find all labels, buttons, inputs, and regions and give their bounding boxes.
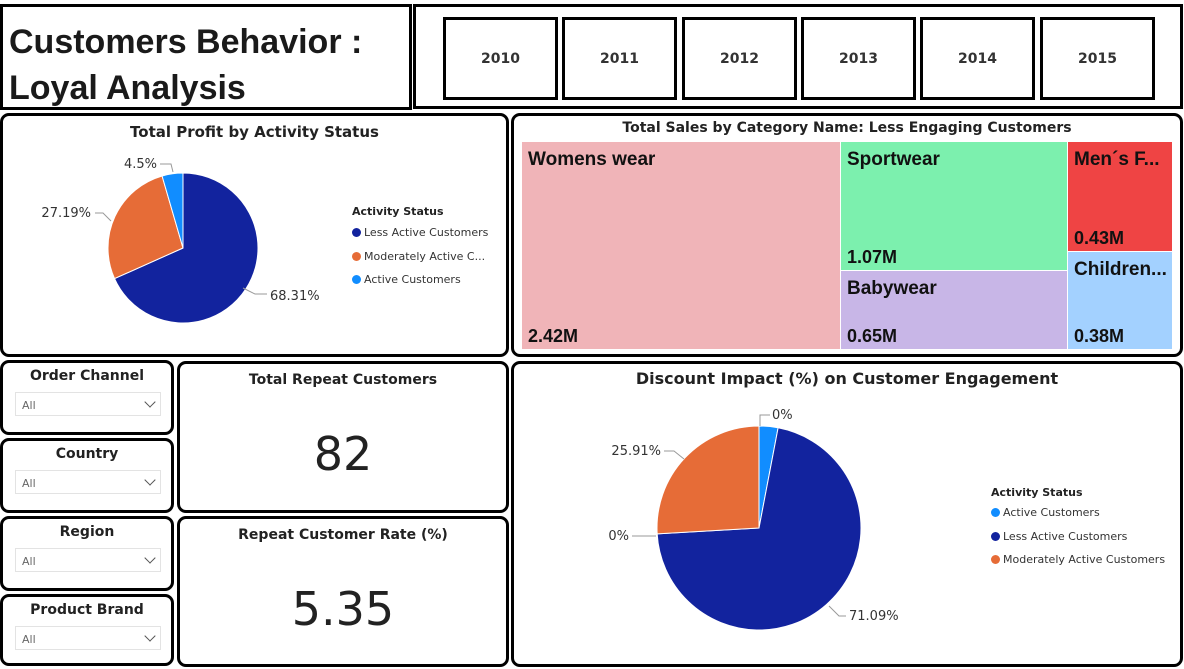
region-slicer: Region All [0,516,174,591]
product-brand-slicer: Product Brand All [0,594,174,666]
pie-slice-active-customers[interactable] [161,172,184,249]
profit-chart-card: Total Profit by Activity Status 68.31% 27… [0,113,509,357]
profit-pie-chart: 68.31% 27.19% 4.5% [41,157,320,324]
year-slicer: 2010 2011 2012 2013 2014 2015 [413,4,1183,109]
legend-dot-icon [352,228,361,237]
profit-legend-item-less-active[interactable]: Less Active Customers [352,226,488,239]
legend-dot-icon [991,532,1000,541]
discount-pie-chart: 0% 71.09% 25.91% 0% [608,408,899,631]
discount-legend-item-less-active[interactable]: Less Active Customers [991,530,1127,543]
pie-leader-line [828,605,846,617]
dropdown-value: All [22,555,36,568]
legend-dot-icon [991,508,1000,517]
discount-chart-title: Discount Impact (%) on Customer Engageme… [635,369,1059,388]
tile-value: 2.42M [528,326,579,346]
chevron-down-icon [144,630,156,642]
pie-data-label: 0% [772,408,793,423]
year-button-2012[interactable]: 2012 [682,17,797,100]
tile-value: 0.65M [847,326,898,346]
legend-label: Less Active Customers [1003,530,1128,543]
discount-legend-item-moderately-active[interactable]: Moderately Active Customers [991,553,1165,566]
year-button-2014[interactable]: 2014 [920,17,1035,100]
pie-leader-line [160,163,174,173]
pie-slice-moderately-active-customers[interactable] [107,175,184,280]
pie-slice-moderately-active-customers[interactable] [656,425,760,535]
kpi-value: 82 [313,427,373,481]
tile-name: Womens wear [528,149,656,170]
pie-leader-line [664,450,685,460]
slicer-title: Order Channel [29,368,145,384]
legend-label: Moderately Active Customers [1003,553,1166,566]
pie-data-label: 68.31% [270,289,320,304]
discount-legend-item-active[interactable]: Active Customers [991,506,1100,519]
legend-dot-icon [352,275,361,284]
year-button-2011[interactable]: 2011 [562,17,677,100]
treemap-tile-womens-wear[interactable]: Womens wear 2.42M [522,142,840,349]
treemap-tile-children[interactable]: Children... 0.38M [1068,252,1172,349]
repeat-rate-card: Repeat Customer Rate (%) 5.35 [177,516,509,667]
legend-dot-icon [991,555,1000,564]
tile-value: 0.43M [1074,228,1125,248]
legend-label: Less Active Customers [364,226,489,239]
legend-label: Active Customers [1003,506,1100,519]
pie-slice-less-active-customers[interactable] [656,427,862,631]
chevron-down-icon [144,396,156,408]
pie-data-label: 25.91% [611,444,661,459]
pie-slice-less-active-customers[interactable] [113,172,259,324]
dropdown-value: All [22,633,36,646]
dashboard-title: Customers Behavior : Loyal Analysis [9,23,363,107]
profit-legend-item-moderately-active[interactable]: Moderately Active C... [352,250,485,263]
sales-treemap-card: Total Sales by Category Name: Less Engag… [511,113,1183,357]
pie-leader-line [95,212,112,222]
tile-name: Babywear [847,278,937,299]
slicer-title: Region [59,524,115,540]
tile-name: Children... [1074,259,1167,280]
pie-leader-line [759,414,770,426]
treemap-tile-babywear[interactable]: Babywear 0.65M [841,271,1067,349]
chevron-down-icon [144,552,156,564]
region-dropdown[interactable]: All [15,548,161,572]
product-brand-dropdown[interactable]: All [15,626,161,650]
pie-data-label: 4.5% [124,157,157,172]
pie-leader-line [242,287,267,295]
treemap-tile-sportwear[interactable]: Sportwear 1.07M [841,142,1067,270]
tile-value: 0.38M [1074,326,1125,346]
repeat-customers-card: Total Repeat Customers 82 [177,361,509,513]
legend-label: Active Customers [364,273,461,286]
country-slicer: Country All [0,438,174,513]
slicer-title: Country [55,446,119,462]
kpi-title: Total Repeat Customers [248,372,438,388]
discount-chart-card: Discount Impact (%) on Customer Engageme… [511,361,1183,667]
pie-data-label: 71.09% [849,609,899,624]
discount-legend-title: Activity Status [991,486,1083,499]
tile-name: Men´s F... [1074,149,1160,170]
legend-label: Moderately Active C... [364,250,486,263]
legend-dot-icon [352,252,361,261]
treemap-title: Total Sales by Category Name: Less Engag… [622,120,1072,136]
treemap-tile-mens-fashion[interactable]: Men´s F... 0.43M [1068,142,1172,251]
order-channel-slicer: Order Channel All [0,360,174,435]
year-button-2010[interactable]: 2010 [443,17,558,100]
tile-name: Sportwear [847,149,940,170]
profit-legend-item-active[interactable]: Active Customers [352,273,461,286]
tile-value: 1.07M [847,247,898,267]
order-channel-dropdown[interactable]: All [15,392,161,416]
country-dropdown[interactable]: All [15,470,161,494]
dropdown-value: All [22,399,36,412]
pie-data-label: 27.19% [41,206,91,221]
kpi-value: 5.35 [291,582,395,636]
profit-legend-title: Activity Status [352,205,444,218]
title-panel: Customers Behavior : Loyal Analysis [0,4,412,110]
kpi-title: Repeat Customer Rate (%) [238,527,448,543]
year-button-2015[interactable]: 2015 [1040,17,1155,100]
chevron-down-icon [144,474,156,486]
dropdown-value: All [22,477,36,490]
year-button-2013[interactable]: 2013 [801,17,916,100]
pie-data-label: 0% [608,529,629,544]
slicer-title: Product Brand [30,602,144,618]
profit-chart-title: Total Profit by Activity Status [130,123,379,141]
